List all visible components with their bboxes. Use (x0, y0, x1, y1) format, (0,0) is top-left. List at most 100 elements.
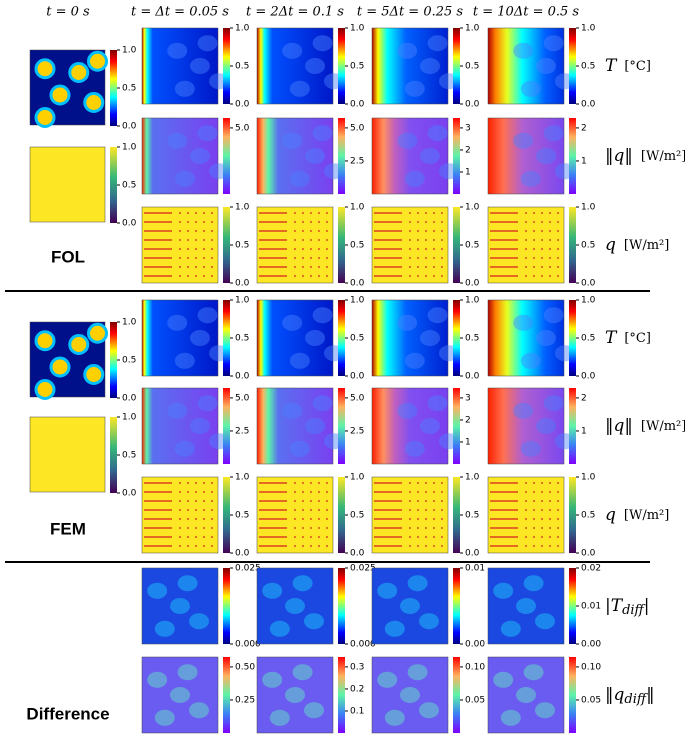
field-feature (167, 132, 188, 149)
colorbar-tick-label: 0.0 (350, 372, 365, 382)
vector (549, 248, 551, 250)
vector (318, 221, 320, 223)
vector (302, 509, 304, 511)
vector (195, 518, 197, 520)
heatmap-panel (487, 387, 575, 465)
colorbar-tick-label: 1.0 (465, 24, 480, 34)
colorbar-tick-label: 1.0 (350, 473, 365, 483)
colorbar-tick-label: 0.0 (122, 219, 137, 229)
vector (425, 518, 427, 520)
vector (211, 527, 213, 529)
vector (533, 230, 535, 232)
colorbar-tick-label: 5.0 (235, 123, 250, 133)
vector (294, 275, 296, 277)
vector (211, 212, 213, 214)
vector (425, 491, 427, 493)
vector (302, 536, 304, 538)
vector (294, 266, 296, 268)
colorbar-tick-label: 0.0 (581, 279, 596, 289)
colorbar-tick-label: 2 (581, 123, 587, 133)
vector (195, 230, 197, 232)
row-unit: [W/m²] (641, 149, 685, 164)
vector (441, 536, 443, 538)
vector (294, 527, 296, 529)
colorbar (110, 50, 117, 126)
heatmap (487, 206, 565, 284)
heatmap-panel (371, 656, 449, 734)
colorbar-tick-label: 1.0 (235, 473, 250, 483)
vector (525, 221, 527, 223)
vector (302, 482, 304, 484)
vector (326, 500, 328, 502)
vector (310, 509, 312, 511)
field-feature (197, 125, 218, 142)
column-header: t = 5Δt = 0.25 s (357, 5, 463, 20)
field-feature (543, 395, 564, 412)
colorbar-tick-label: 0.025 (235, 564, 261, 574)
vector (318, 248, 320, 250)
vector (211, 266, 213, 268)
colorbar-tick-label: 2.5 (350, 156, 364, 166)
vector (195, 482, 197, 484)
vector (310, 482, 312, 484)
field-feature (83, 92, 105, 113)
row-subscript: diff (622, 603, 646, 618)
vector (541, 545, 543, 547)
field-feature (536, 418, 556, 434)
vector (179, 545, 181, 547)
initial-panel (29, 321, 108, 400)
row-unit: [W/m²] (624, 238, 669, 253)
vector (433, 536, 435, 538)
heatmap (487, 387, 565, 465)
field-feature (289, 170, 310, 187)
vector (525, 491, 527, 493)
field-feature (167, 314, 188, 331)
row-unit: [°C] (624, 59, 651, 74)
vector (310, 239, 312, 241)
vector (195, 527, 197, 529)
vector (541, 266, 543, 268)
vector (549, 266, 551, 268)
vector (302, 221, 304, 223)
vector (533, 500, 535, 502)
vector (179, 491, 181, 493)
vector (310, 545, 312, 547)
field-feature (34, 107, 56, 128)
vector (417, 500, 419, 502)
vector (549, 257, 551, 259)
field-feature (282, 132, 303, 149)
heatmap (256, 206, 334, 284)
colorbar (453, 118, 460, 194)
colorbar-tick-label: 5.0 (350, 123, 365, 133)
field-feature (190, 330, 210, 346)
field-feature (536, 330, 556, 346)
colorbar (453, 477, 460, 553)
colorbar-tick-label: 0.00 (581, 640, 601, 650)
heatmap-panel (141, 656, 219, 734)
colorbar-tick-label: 0.5 (122, 84, 136, 94)
colorbar-tick-label: 0.5 (465, 511, 479, 521)
heatmap-panel (487, 299, 575, 377)
vector (533, 212, 535, 214)
vector (441, 545, 443, 547)
row-label: |Tdiff| (605, 596, 650, 618)
field-feature (400, 598, 420, 614)
field-feature (177, 575, 198, 592)
vector (318, 239, 320, 241)
field-feature (282, 402, 303, 419)
vector (195, 221, 197, 223)
vector (409, 257, 411, 259)
field-feature (493, 582, 514, 599)
vector (326, 266, 328, 268)
field-feature (377, 582, 398, 599)
vector (310, 275, 312, 277)
field-feature (513, 42, 534, 59)
vector (326, 509, 328, 511)
initial-panel (29, 416, 106, 493)
colorbar-tick-label: 0.1 (350, 706, 364, 716)
vector (541, 212, 543, 214)
vector (533, 491, 535, 493)
colorbar-tick-label: 1.0 (581, 203, 596, 213)
vector (195, 491, 197, 493)
heatmap (256, 476, 334, 554)
